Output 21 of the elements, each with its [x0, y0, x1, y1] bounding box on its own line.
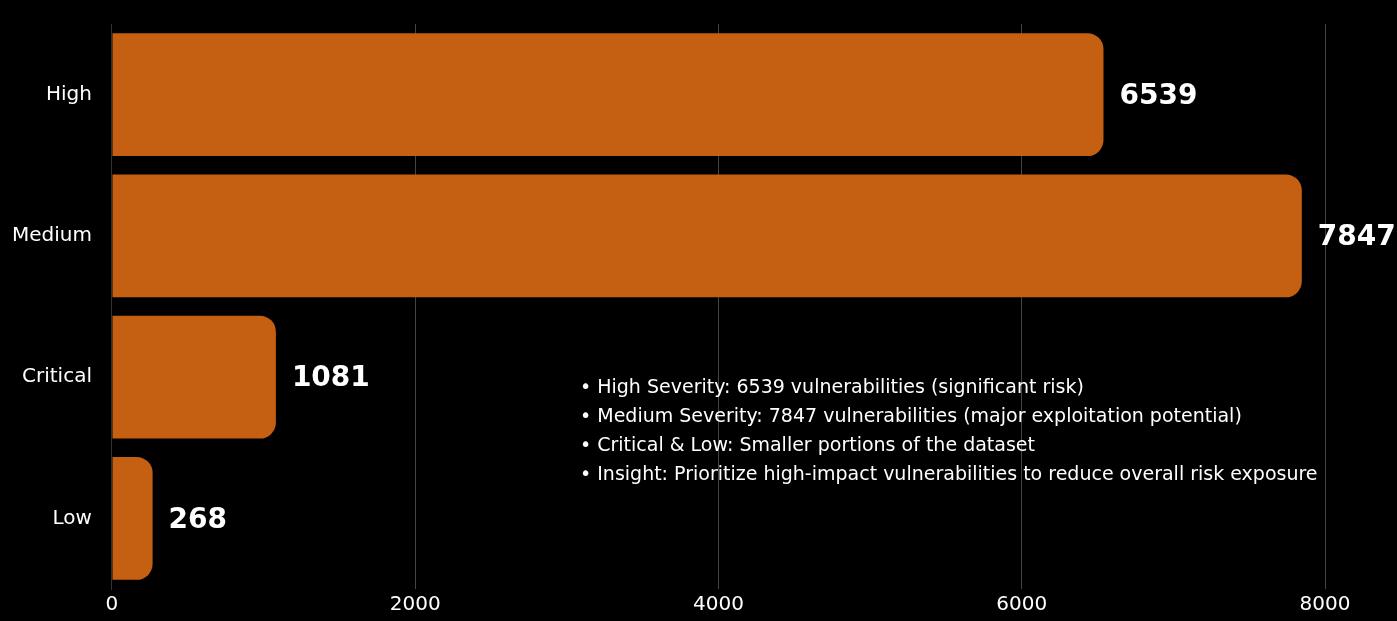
annotation: • Critical & Low: Smaller portions of the dataset	[580, 432, 1036, 457]
y-tick-label: High	[46, 80, 92, 105]
x-tick-label: 8000	[1299, 591, 1351, 616]
data-label: 6539	[1119, 77, 1198, 111]
annotation: • Medium Severity: 7847 vulnerabilities (major exploitation potential)	[580, 403, 1243, 428]
bar	[112, 33, 1104, 157]
data-label: 7847	[1317, 219, 1396, 253]
bar	[112, 174, 1302, 298]
annotation: • Insight: Prioritize high-impact vulnerabilities to reduce overall risk exposure	[580, 461, 1319, 486]
annotation: • High Severity: 6539 vulnerabilities (significant risk)	[580, 374, 1085, 399]
bar	[112, 315, 276, 439]
data-label: 268	[168, 501, 228, 535]
x-tick-label: 6000	[996, 591, 1048, 616]
y-tick-label: Low	[52, 504, 92, 529]
x-tick-label: 4000	[693, 591, 744, 616]
y-tick-label: Medium	[11, 222, 92, 247]
data-label: 1081	[291, 360, 370, 394]
y-tick-label: Critical	[22, 363, 92, 388]
x-tick-label: 2000	[389, 591, 441, 616]
bar	[112, 456, 153, 580]
x-tick-label: 0	[105, 591, 119, 616]
